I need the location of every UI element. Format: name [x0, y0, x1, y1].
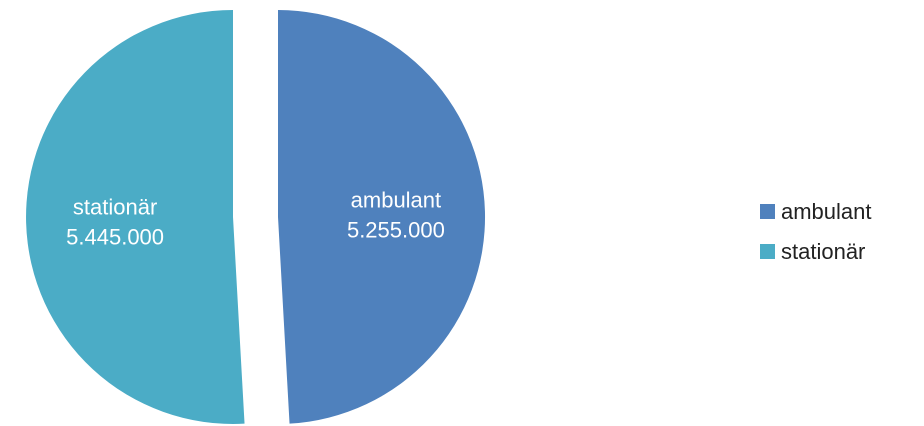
- legend-swatch-stationar: [760, 244, 775, 259]
- slice-value-stationar: 5.445.000: [66, 224, 164, 249]
- slice-label-ambulant: ambulant: [351, 188, 442, 213]
- slice-label-stationar: stationär: [73, 194, 157, 219]
- legend-item-ambulant: ambulant: [760, 196, 872, 227]
- legend-swatch-ambulant: [760, 204, 775, 219]
- legend: ambulant stationär: [760, 196, 872, 276]
- legend-item-stationar: stationär: [760, 236, 872, 267]
- slice-value-ambulant: 5.255.000: [347, 218, 445, 243]
- slice-ambulant: [278, 9, 486, 424]
- legend-label-stationar: stationär: [781, 238, 866, 264]
- legend-label-ambulant: ambulant: [781, 198, 872, 224]
- slice-stationar: [26, 10, 245, 424]
